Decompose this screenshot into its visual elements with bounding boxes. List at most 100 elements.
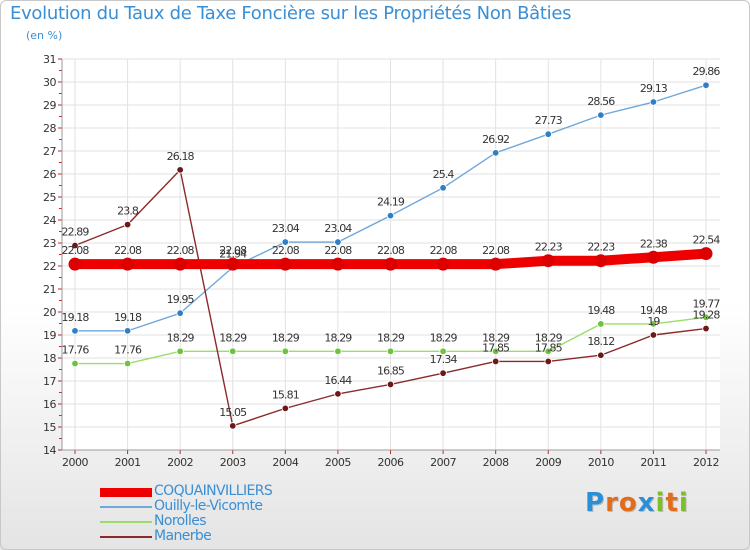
data-point: [123, 220, 132, 229]
data-point: [649, 320, 658, 328]
data-point: [123, 359, 132, 368]
data-point: [702, 324, 710, 333]
data-point: [71, 359, 79, 368]
series-coquainvilliers: [68, 247, 713, 271]
data-point: [544, 347, 552, 356]
data-point: [386, 211, 395, 220]
x-tick-label: 2006: [378, 456, 404, 469]
data-label: 22.38: [640, 237, 668, 250]
logo-letter: r: [605, 488, 619, 518]
series-norolles: [71, 313, 710, 368]
data-label: 22.08: [219, 244, 247, 257]
data-point: [597, 351, 605, 359]
y-tick-label: 18: [43, 352, 56, 365]
data-point: [71, 327, 79, 335]
y-tick-label: 17: [43, 375, 56, 388]
data-point: [489, 257, 503, 271]
data-label: 22.08: [430, 244, 458, 257]
legend-swatch: [100, 487, 152, 497]
legend-swatch: [100, 536, 152, 538]
data-point: [334, 390, 342, 398]
data-label: 26.92: [482, 133, 509, 146]
data-point: [334, 238, 342, 246]
data-label: 18.29: [272, 331, 300, 344]
data-point: [491, 149, 500, 157]
data-label: 17.76: [62, 344, 90, 357]
data-point: [436, 257, 450, 271]
data-label: 22.08: [324, 244, 352, 257]
data-point: [281, 404, 290, 413]
data-label: 26.18: [167, 150, 195, 163]
data-point: [702, 81, 710, 89]
y-tick-label: 16: [43, 398, 56, 411]
logo-letter: t: [665, 488, 679, 518]
data-label: 22.08: [377, 244, 405, 257]
data-label: 18.29: [167, 331, 195, 344]
data-point: [594, 254, 608, 268]
y-tick-label: 23: [43, 237, 56, 250]
data-label: 17.85: [482, 341, 510, 354]
proxiti-logo: Proxiti: [585, 488, 689, 518]
data-label: 15.81: [272, 388, 299, 401]
y-tick-label: 28: [43, 122, 56, 135]
data-point: [646, 250, 660, 264]
data-label: 22.08: [62, 244, 90, 257]
y-tick-label: 27: [43, 145, 56, 158]
y-tick-label: 19: [43, 329, 56, 342]
y-tick-label: 14: [43, 444, 56, 457]
data-label: 21.94: [219, 247, 247, 260]
data-label: 18.12: [587, 335, 614, 348]
logo-letter: x: [637, 488, 656, 518]
y-tick-label: 20: [43, 306, 56, 319]
data-label: 16.85: [377, 364, 405, 377]
data-point: [176, 166, 184, 174]
logo-letter: i: [678, 488, 689, 518]
x-tick-label: 2004: [272, 456, 298, 469]
y-tick-label: 29: [43, 99, 56, 112]
data-label: 27.73: [535, 114, 563, 127]
data-label: 19.77: [693, 297, 721, 310]
data-label: 19.18: [114, 311, 142, 324]
data-label: 17.34: [430, 353, 458, 366]
data-label: 22.89: [62, 226, 90, 239]
legend-label: COQUAINVILLIERS: [154, 483, 273, 499]
data-point: [334, 347, 342, 356]
data-label: 18.29: [482, 331, 510, 344]
legend-label: Norolles: [154, 513, 207, 529]
data-point: [491, 347, 500, 356]
legend-label: Manerbe: [154, 528, 212, 544]
data-label: 23.04: [324, 222, 352, 235]
y-tick-label: 25: [43, 191, 56, 204]
logo-letter: o: [618, 488, 638, 518]
data-label: 22.08: [114, 244, 142, 257]
y-tick-label: 30: [43, 76, 56, 89]
data-label: 18.29: [430, 331, 458, 344]
data-point: [386, 347, 395, 356]
data-point: [176, 347, 184, 356]
data-label: 22.23: [587, 241, 615, 254]
data-point: [597, 111, 605, 119]
chart-title: Evolution du Taux de Taxe Foncière sur l…: [10, 3, 572, 24]
y-tick-label: 31: [43, 53, 56, 66]
data-point: [439, 347, 447, 356]
data-label: 16.44: [324, 374, 352, 387]
data-label: 17.85: [535, 341, 563, 354]
data-point: [176, 309, 184, 317]
data-label: 24.19: [377, 196, 405, 209]
data-label: 18.29: [535, 331, 563, 344]
data-point: [331, 257, 345, 271]
y-tick-label: 22: [43, 260, 56, 273]
data-label: 29.86: [693, 65, 721, 78]
data-point: [281, 347, 290, 356]
x-tick-label: 2009: [535, 456, 561, 469]
y-tick-label: 26: [43, 168, 56, 181]
data-point: [281, 238, 290, 246]
series-ouilly-le-vicomte: [71, 81, 710, 335]
data-label: 15.05: [219, 406, 247, 419]
x-tick-label: 2012: [693, 456, 719, 469]
x-tick-label: 2010: [588, 456, 614, 469]
data-label: 22.08: [272, 244, 300, 257]
data-point: [386, 380, 395, 389]
data-point: [491, 357, 500, 366]
